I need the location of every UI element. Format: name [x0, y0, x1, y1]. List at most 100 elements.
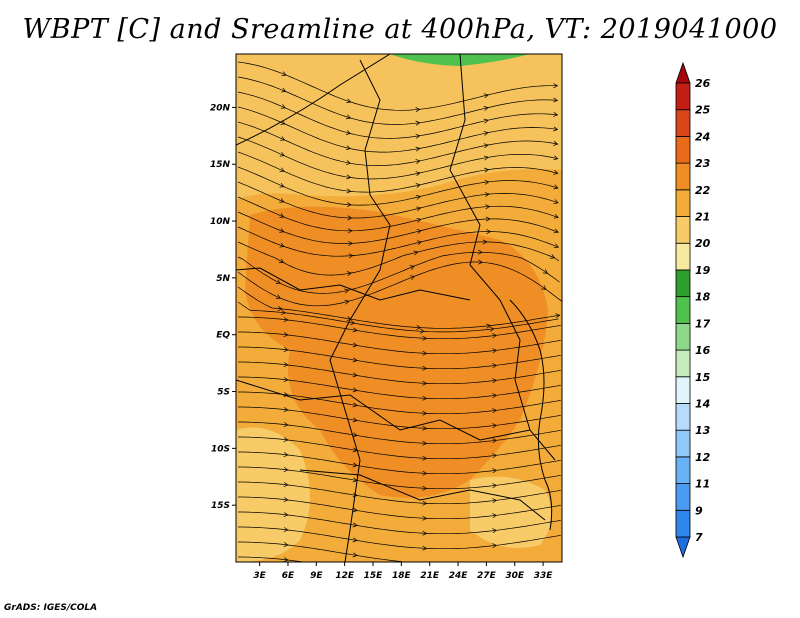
colorbar-swatch: [675, 82, 691, 111]
border-line: [236, 267, 471, 301]
streamline: [237, 261, 562, 307]
streamline: [238, 361, 561, 385]
streamline-arrow: [492, 453, 498, 459]
streamline-arrow: [486, 229, 492, 235]
streamline: [237, 196, 559, 232]
streamline-arrow: [553, 83, 559, 89]
streamline-arrow: [348, 240, 354, 246]
streamline-arrow: [485, 216, 491, 222]
streamline-arrow: [345, 130, 351, 135]
streamline-arrow: [484, 167, 490, 173]
streamline-arrow: [352, 507, 358, 513]
colorbar-swatch: [675, 189, 691, 217]
x-tick-label: 3E: [253, 571, 266, 581]
colorbar-swatch: [675, 242, 691, 271]
border-line: [299, 469, 546, 521]
streamline-arrow: [279, 228, 285, 233]
streamline-arrow: [279, 258, 285, 263]
streamline: [237, 151, 558, 193]
streamline-arrow: [483, 106, 489, 111]
streamline-arrow: [346, 202, 352, 208]
streamline-arrow: [553, 140, 559, 146]
streamline-arrow: [422, 470, 428, 476]
streamline-arrow: [483, 93, 489, 99]
streamline: [238, 496, 561, 520]
y-tick-label: 20N: [210, 103, 231, 113]
colorbar-label: 16: [695, 344, 711, 357]
heat-region-southeast: [470, 476, 552, 548]
colorbar-swatch: [675, 456, 691, 484]
streamline: [238, 376, 561, 400]
streamline-arrow: [280, 104, 286, 109]
streamline-arrow: [416, 206, 422, 212]
streamline-arrow: [279, 213, 285, 218]
streamline: [237, 76, 558, 125]
streamline-arrow: [281, 87, 287, 93]
colorbar-label: 11: [695, 478, 710, 491]
streamline: [238, 556, 303, 562]
streamline: [238, 511, 561, 535]
x-tick-label: 15E: [364, 571, 384, 581]
streamline-arrow: [422, 455, 428, 461]
colorbar-swatch: [675, 136, 691, 164]
streamline-arrow: [553, 199, 559, 204]
streamline: [237, 226, 559, 257]
streamline-arrow: [279, 151, 285, 157]
streamline-arrow: [415, 171, 421, 177]
colorbar-label: 9: [695, 504, 703, 517]
streamline-arrow: [484, 179, 490, 185]
streamline-arrow: [352, 357, 358, 363]
colorbar-swatch: [675, 483, 691, 511]
streamline-arrow: [275, 294, 282, 299]
x-tick-label: 18E: [392, 571, 412, 581]
streamline-arrow: [347, 215, 353, 221]
colorbar-upper-arrow: [675, 61, 691, 84]
chart-title: WBPT [C] and Sreamline at 400hPa, VT: 20…: [22, 14, 778, 45]
streamline-arrow: [422, 515, 428, 521]
y-tick-label: 10S: [211, 444, 230, 454]
streamline-arrow: [352, 537, 358, 543]
colorbar-swatch: [675, 296, 691, 324]
colorbar-label: 19: [695, 264, 711, 277]
streamline-arrow: [492, 393, 498, 399]
streamline-arrow: [485, 204, 491, 210]
streamline-arrow: [553, 112, 559, 117]
colorbar-swatch: [675, 349, 691, 378]
streamline-arrow: [419, 328, 425, 334]
border-line: [329, 59, 391, 562]
streamline-arrow: [283, 377, 289, 383]
streamline-arrow: [422, 335, 428, 341]
streamline-arrow: [350, 320, 356, 326]
streamline: [237, 91, 558, 139]
streamline-arrow: [279, 167, 285, 173]
streamline-arrow: [553, 126, 559, 132]
plot-frame: [235, 53, 563, 563]
streamline-arrow: [492, 513, 498, 519]
streamline: [238, 526, 561, 550]
streamline: [237, 211, 559, 244]
streamline-arrow: [346, 98, 352, 104]
colorbar-label: 20: [695, 237, 711, 250]
streamline-arrow: [283, 467, 289, 473]
streamline: [237, 61, 558, 111]
streamline-arrow: [483, 155, 490, 161]
streamline-arrow: [417, 240, 423, 246]
streamline-arrow: [492, 528, 498, 534]
streamline-arrow: [352, 432, 358, 438]
colorbar-label: 17: [695, 317, 711, 330]
streamline-arrow: [492, 498, 498, 504]
streamline-arrow: [283, 557, 289, 562]
colorbar-label: 24: [695, 130, 710, 143]
streamline-arrow: [279, 182, 285, 188]
streamline-arrow: [492, 438, 498, 444]
streamline: [237, 301, 559, 333]
y-tick-label: 15S: [211, 501, 230, 511]
streamline-arrow: [415, 107, 421, 113]
x-tick-label: 24E: [449, 571, 469, 581]
streamline-arrow: [422, 380, 428, 386]
streamline-arrow: [486, 323, 492, 329]
streamline: [238, 406, 561, 430]
x-tick-label: 33E: [534, 571, 554, 581]
streamline-arrow: [553, 97, 559, 103]
colorbar-swatch: [675, 509, 691, 538]
